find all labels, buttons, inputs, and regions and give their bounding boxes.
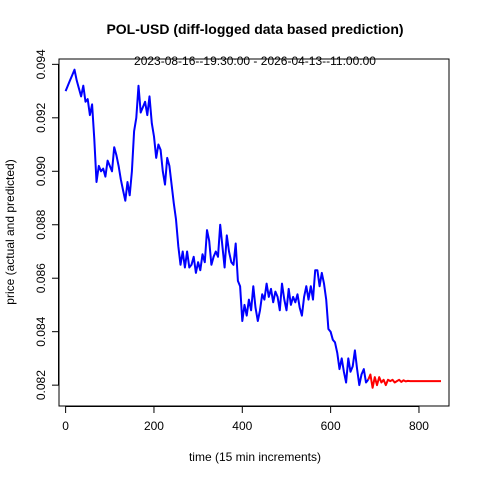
x-tick-label: 200	[144, 419, 164, 433]
plot-frame	[58, 58, 450, 407]
y-axis-label: price (actual and predicted)	[3, 159, 17, 304]
chart-title: POL-USD (diff-logged data based predicti…	[106, 21, 403, 37]
y-tick-label: 0.090	[34, 156, 48, 186]
x-tick-label: 400	[232, 419, 252, 433]
x-tick-label: 800	[409, 419, 429, 433]
series-actual-line	[64, 68, 369, 387]
series-predicted-line	[367, 373, 441, 389]
y-tick-label: 0.082	[34, 370, 48, 400]
x-tick-label: 600	[321, 419, 341, 433]
x-tick-label: 0	[62, 419, 69, 433]
y-tick-label: 0.088	[34, 209, 48, 239]
y-tick-label: 0.094	[34, 49, 48, 79]
y-tick-label: 0.092	[34, 102, 48, 132]
x-axis-label: time (15 min increments)	[189, 450, 321, 464]
y-tick-label: 0.086	[34, 263, 48, 293]
y-tick-label: 0.084	[34, 316, 48, 346]
chart-subtitle: 2023-08-16--19:30:00 - 2026-04-13--11:00…	[134, 54, 376, 68]
